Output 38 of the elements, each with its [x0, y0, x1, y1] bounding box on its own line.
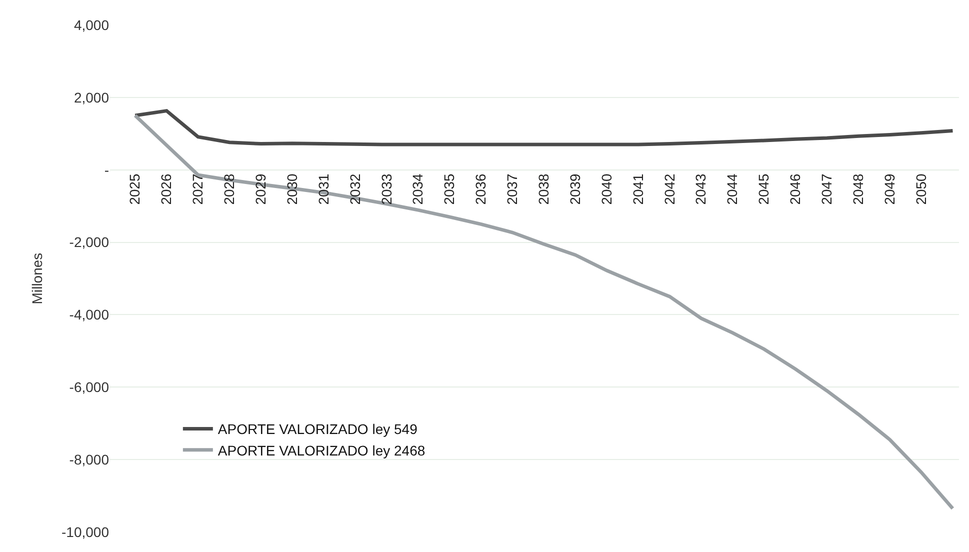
- y-tick-label: -10,000: [62, 524, 110, 540]
- x-tick-label: 2028: [221, 173, 238, 205]
- y-axis-title: Millones: [29, 252, 46, 304]
- y-tick-label: -2,000: [69, 234, 110, 250]
- x-tick-label: 2047: [818, 173, 834, 205]
- y-tick-label: -: [104, 162, 110, 178]
- x-tick-label: 2048: [850, 173, 866, 205]
- x-tick-label: 2031: [315, 173, 332, 205]
- legend-label: APORTE VALORIZADO ley 549: [218, 421, 418, 438]
- y-tick-label: -6,000: [69, 379, 110, 396]
- x-tick-label: 2050: [912, 173, 929, 205]
- y-tick-label: -4,000: [69, 306, 110, 323]
- y-tick-label: 2,000: [74, 89, 110, 106]
- legend-label: APORTE VALORIZADO ley 2468: [218, 442, 426, 458]
- x-tick-label: 2044: [724, 173, 740, 205]
- y-tick-label: -8,000: [69, 451, 110, 468]
- line-series: [133, 109, 954, 146]
- x-tick-label: 2030: [284, 173, 300, 205]
- x-tick-label: 2027: [190, 173, 206, 205]
- x-tick-label: 2043: [692, 173, 709, 205]
- x-tick-label: 2038: [535, 173, 552, 205]
- x-tick-label: 2037: [504, 173, 520, 205]
- x-tick-label: 2034: [410, 173, 426, 205]
- x-tick-label: 2040: [598, 173, 614, 205]
- x-tick-label: 2046: [787, 173, 804, 205]
- x-tick-label: 2033: [378, 173, 394, 205]
- x-tick-label: 2039: [566, 173, 583, 205]
- x-tick-label: 2041: [630, 173, 646, 205]
- x-tick-label: 2042: [661, 173, 678, 205]
- x-tick-label: 2029: [252, 173, 268, 205]
- x-tick-label: 2035: [441, 173, 458, 205]
- x-tick-label: 2032: [346, 173, 363, 205]
- x-tick-label: 2049: [881, 173, 898, 205]
- x-tick-label: 2036: [472, 173, 489, 205]
- x-tick-label: 2026: [158, 173, 174, 205]
- x-tick-label: 2045: [756, 173, 772, 205]
- x-tick-label: 2025: [126, 173, 143, 205]
- y-tick-label: 4,000: [74, 16, 110, 33]
